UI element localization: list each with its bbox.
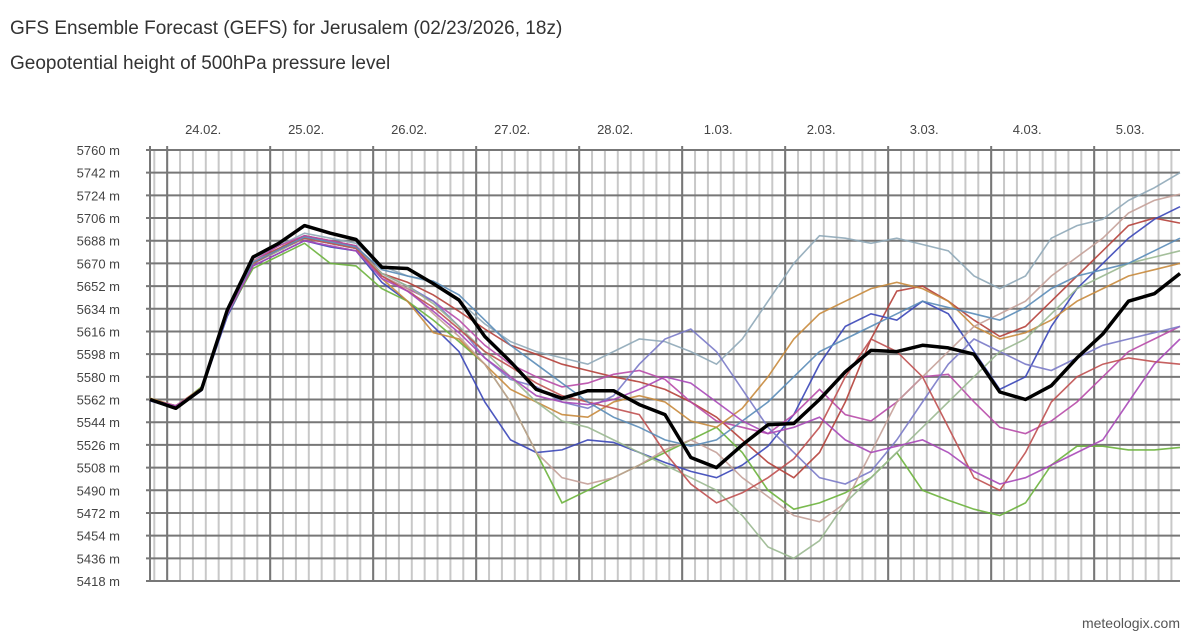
y-tick-label: 5454 m <box>77 529 120 544</box>
ensemble-member-line-12 <box>149 239 1181 485</box>
y-tick-label: 5418 m <box>77 574 120 589</box>
y-tick-label: 5688 m <box>77 234 120 249</box>
x-tick-label: 24.02. <box>185 122 221 137</box>
source-credit: meteologix.com <box>1081 615 1180 631</box>
ensemble-member-line-5 <box>149 234 1181 435</box>
y-tick-label: 5598 m <box>77 347 120 362</box>
y-tick-label: 5526 m <box>77 438 120 453</box>
x-tick-label: 25.02. <box>288 122 324 137</box>
x-tick-label: 27.02. <box>494 122 530 137</box>
y-tick-label: 5508 m <box>77 461 120 476</box>
ensemble-member-line-10 <box>149 237 1181 504</box>
chart-title: GFS Ensemble Forecast (GEFS) for Jerusal… <box>10 18 563 39</box>
y-tick-label: 5724 m <box>77 188 120 203</box>
y-tick-label: 5760 m <box>77 143 120 158</box>
y-tick-label: 5490 m <box>77 483 120 498</box>
x-tick-label: 1.03. <box>704 122 733 137</box>
x-tick-label: 3.03. <box>910 122 939 137</box>
y-tick-label: 5472 m <box>77 506 120 521</box>
x-tick-label: 2.03. <box>807 122 836 137</box>
ensemble-member-line-11 <box>149 236 1181 448</box>
y-tick-label: 5544 m <box>77 415 120 430</box>
ensemble-member-line-4 <box>149 172 1181 408</box>
x-tick-label: 26.02. <box>391 122 427 137</box>
x-tick-label: 28.02. <box>597 122 633 137</box>
y-tick-label: 5616 m <box>77 324 120 339</box>
x-tick-label: 4.03. <box>1013 122 1042 137</box>
y-tick-label: 5634 m <box>77 302 120 317</box>
ensemble-member-line-1 <box>149 217 1181 479</box>
y-tick-label: 5652 m <box>77 279 120 294</box>
y-tick-label: 5706 m <box>77 211 120 226</box>
control-run-line <box>149 223 1182 470</box>
y-tick-label: 5436 m <box>77 551 120 566</box>
y-tick-label: 5670 m <box>77 256 120 271</box>
y-tick-label: 5562 m <box>77 393 120 408</box>
chart-subtitle: Geopotential height of 500hPa pressure l… <box>10 53 391 74</box>
y-tick-label: 5580 m <box>77 370 120 385</box>
y-tick-label: 5742 m <box>77 166 120 181</box>
x-tick-label: 5.03. <box>1116 122 1145 137</box>
